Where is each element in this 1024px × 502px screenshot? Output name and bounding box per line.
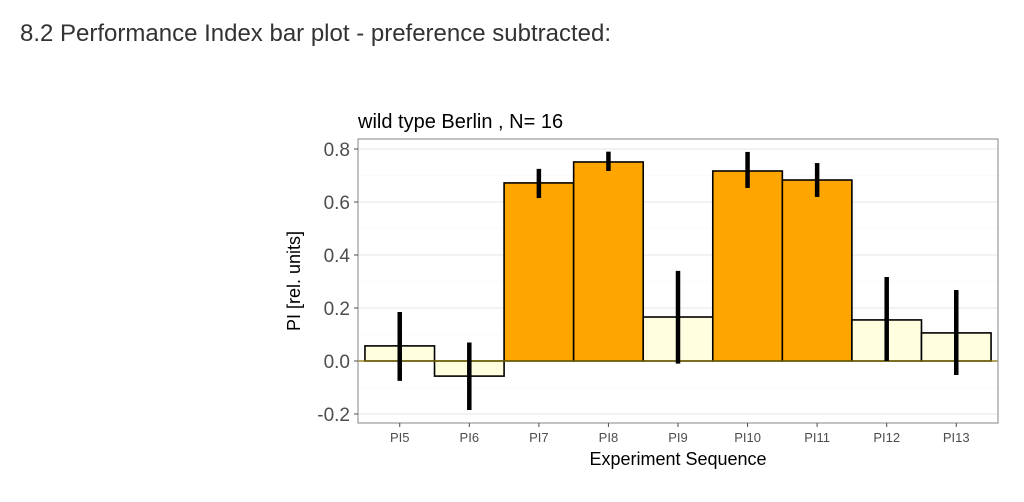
section-title: 8.2 Performance Index bar plot - prefere… [20, 20, 611, 47]
y-axis: -0.2 0.0 0.2 0.4 0.6 0.8 [317, 140, 358, 426]
x-tick-label-pi8: PI8 [599, 430, 619, 445]
x-axis: PI5 PI6 PI7 PI8 PI9 PI10 PI11 PI12 PI13 [390, 423, 970, 445]
x-tick-label-pi11: PI11 [804, 430, 830, 445]
x-tick-label-pi5: PI5 [390, 430, 410, 445]
y-tick-label: -0.2 [317, 405, 350, 426]
x-tick-label-pi7: PI7 [529, 430, 549, 445]
y-tick-label: 0.0 [324, 352, 350, 373]
x-tick-label-pi13: PI13 [943, 430, 970, 445]
x-axis-label: Experiment Sequence [589, 449, 766, 469]
y-tick-label: 0.2 [324, 299, 350, 320]
y-axis-label: PI [rel. units] [284, 231, 304, 331]
bar-pi11 [781, 179, 853, 362]
bar-pi7 [503, 182, 575, 362]
x-tick-label-pi10: PI10 [734, 430, 761, 445]
x-tick-label-pi9: PI9 [668, 430, 688, 445]
chart-title: wild type Berlin , N= 16 [357, 111, 563, 133]
y-tick-label: 0.4 [324, 246, 351, 267]
x-tick-label-pi12: PI12 [873, 430, 900, 445]
bars [364, 161, 992, 377]
x-tick-label-pi6: PI6 [460, 430, 480, 445]
y-tick-label: 0.6 [324, 193, 350, 214]
y-tick-label: 0.8 [324, 140, 350, 161]
error-bars [397, 151, 959, 411]
bar-pi10 [711, 170, 784, 362]
bar-pi8 [572, 161, 645, 362]
